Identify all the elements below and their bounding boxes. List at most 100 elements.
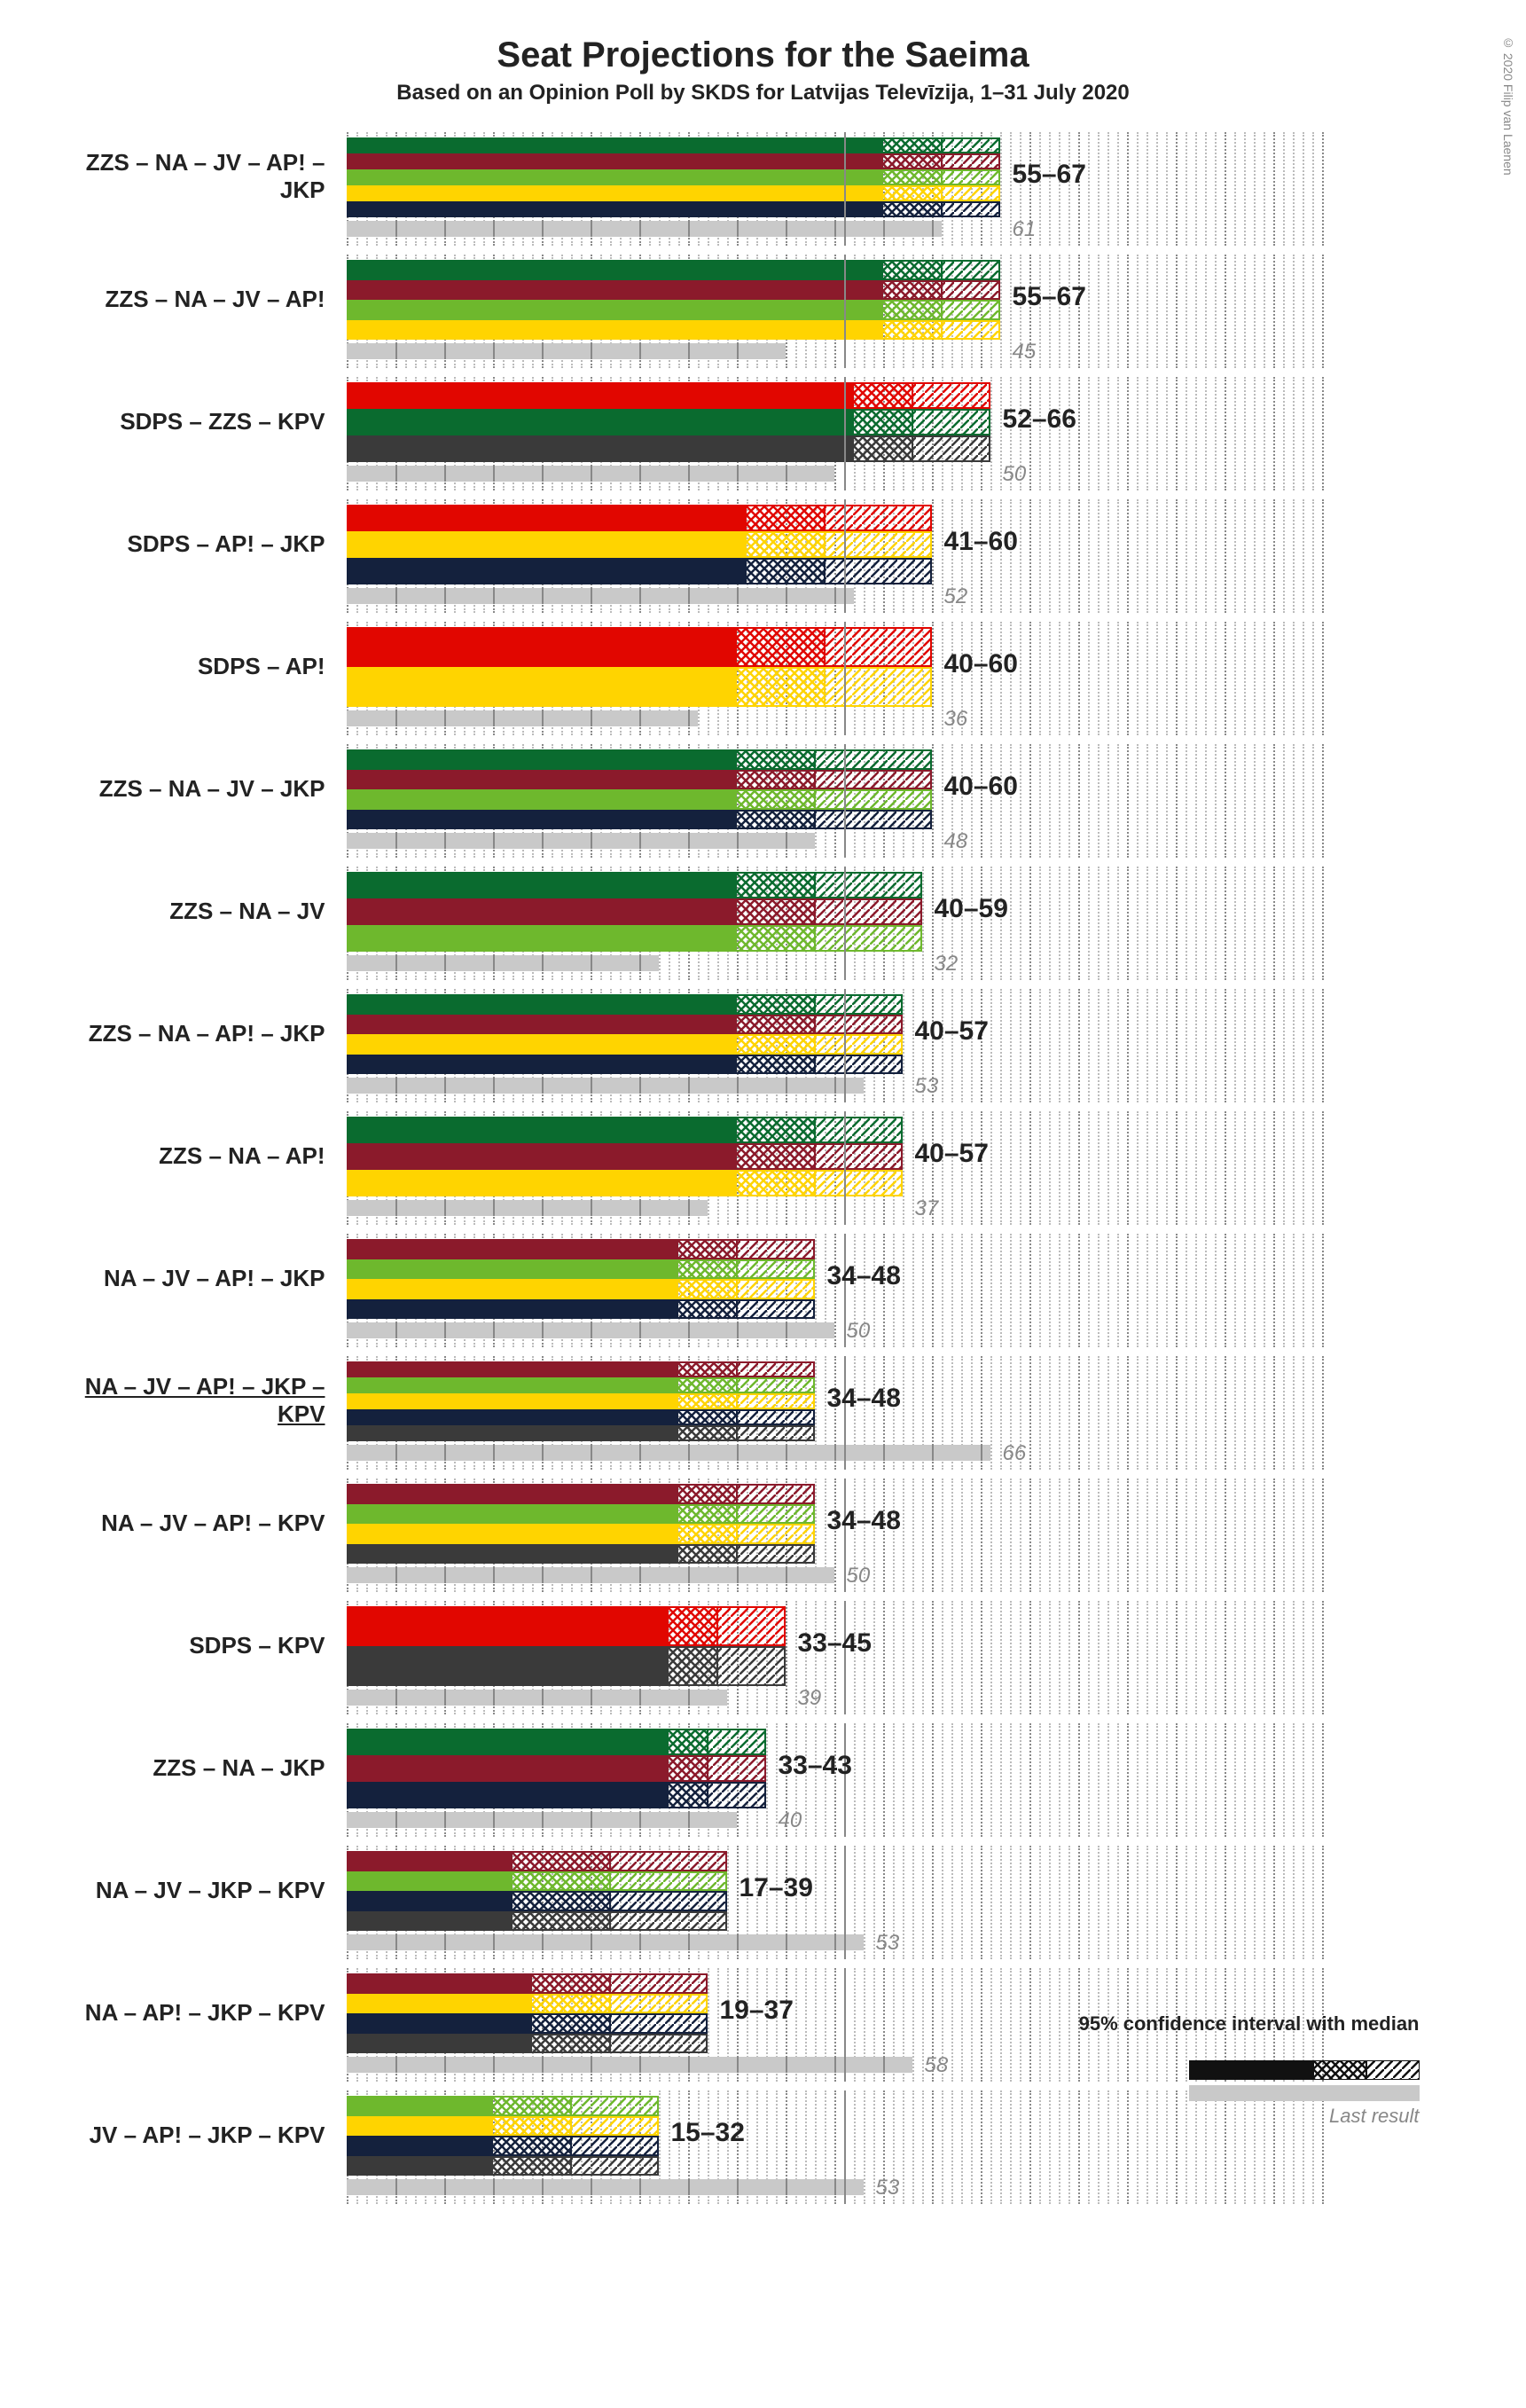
last-result-label: 50 bbox=[1003, 462, 1027, 487]
coalition-row: ZZS – NA – JV – AP! – JKP bbox=[54, 132, 1473, 246]
last-result-label: 45 bbox=[1013, 340, 1037, 365]
party-bar bbox=[347, 1544, 1322, 1565]
majority-line bbox=[844, 622, 846, 735]
last-result-label: 58 bbox=[925, 2053, 949, 2078]
last-result-bar bbox=[347, 1690, 727, 1706]
party-bar bbox=[347, 994, 1322, 1015]
range-label: 55–67 bbox=[1013, 282, 1190, 312]
party-bar bbox=[347, 1143, 1322, 1170]
range-label: 55–67 bbox=[1013, 160, 1190, 190]
range-label: 34–48 bbox=[827, 1261, 1005, 1291]
last-result-label: 53 bbox=[876, 2176, 900, 2200]
coalition-label: ZZS – NA – JV bbox=[54, 867, 338, 955]
last-result-bar bbox=[347, 833, 815, 849]
party-bar bbox=[347, 1034, 1322, 1055]
party-bar bbox=[347, 1484, 1322, 1504]
coalition-row: NA – JV – AP! – KPV bbox=[54, 1479, 1473, 1592]
range-label: 34–48 bbox=[827, 1384, 1005, 1414]
last-result-label: 32 bbox=[935, 952, 959, 977]
party-bar bbox=[347, 925, 1322, 952]
coalition-row: NA – JV – AP! – JKP bbox=[54, 1234, 1473, 1347]
party-bar bbox=[347, 872, 1322, 898]
last-result-label: 40 bbox=[779, 1808, 802, 1833]
party-bar bbox=[347, 558, 1322, 584]
coalition-label: SDPS – KPV bbox=[54, 1601, 338, 1690]
party-bar bbox=[347, 320, 1322, 341]
chart-subtitle: Based on an Opinion Poll by SKDS for Lat… bbox=[44, 81, 1482, 106]
coalition-row: SDPS – ZZS – KPV bbox=[54, 377, 1473, 490]
coalition-label: JV – AP! – JKP – KPV bbox=[54, 2090, 338, 2179]
last-result-label: 37 bbox=[915, 1196, 939, 1221]
party-bar bbox=[347, 1973, 1322, 1994]
party-bar bbox=[347, 435, 1322, 462]
legend-ci-bar bbox=[1189, 2060, 1420, 2080]
last-result-bar bbox=[347, 466, 834, 482]
party-bar bbox=[347, 1015, 1322, 1035]
party-bar bbox=[347, 810, 1322, 830]
last-result-bar bbox=[347, 1322, 834, 1338]
party-bar bbox=[347, 1117, 1322, 1143]
range-label: 41–60 bbox=[944, 527, 1122, 557]
coalition-label: ZZS – NA – AP! bbox=[54, 1111, 338, 1200]
majority-line bbox=[844, 255, 846, 368]
range-label: 33–45 bbox=[798, 1628, 975, 1659]
legend-last-bar bbox=[1189, 2085, 1420, 2101]
party-bar bbox=[347, 531, 1322, 558]
party-bar bbox=[347, 137, 1322, 153]
range-label: 17–39 bbox=[740, 1873, 917, 1903]
coalition-row: ZZS – NA – JKP bbox=[54, 1723, 1473, 1837]
coalition-row: SDPS – KPV bbox=[54, 1601, 1473, 1714]
coalition-row: NA – JV – AP! – JKP – KPV bbox=[54, 1356, 1473, 1470]
party-bar bbox=[347, 1055, 1322, 1075]
coalition-label: ZZS – NA – JV – JKP bbox=[54, 744, 338, 833]
last-result-label: 66 bbox=[1003, 1441, 1027, 1466]
coalition-row: JV – AP! – JKP – KPV bbox=[54, 2090, 1473, 2204]
last-result-label: 50 bbox=[847, 1319, 871, 1344]
party-bar bbox=[347, 1299, 1322, 1320]
party-bar bbox=[347, 260, 1322, 280]
coalition-label: ZZS – NA – JKP bbox=[54, 1723, 338, 1812]
coalition-chart: ZZS – NA – JV – AP! – JKP bbox=[54, 132, 1473, 2355]
party-bar bbox=[347, 749, 1322, 770]
coalition-label: ZZS – NA – AP! – JKP bbox=[54, 989, 338, 1078]
coalition-row: ZZS – NA – JV – JKP bbox=[54, 744, 1473, 858]
coalition-row: NA – JV – JKP – KPV bbox=[54, 1846, 1473, 1959]
coalition-row: ZZS – NA – AP! – JKP bbox=[54, 989, 1473, 1102]
majority-line bbox=[844, 867, 846, 980]
party-bar bbox=[347, 505, 1322, 531]
party-bar bbox=[347, 2034, 1322, 2054]
party-bar bbox=[347, 201, 1322, 217]
last-result-bar bbox=[347, 1812, 737, 1828]
last-result-bar bbox=[347, 2057, 912, 2073]
party-bar bbox=[347, 627, 1322, 667]
party-bar bbox=[347, 770, 1322, 790]
last-result-bar bbox=[347, 1567, 834, 1583]
majority-line bbox=[844, 1111, 846, 1225]
range-label: 40–60 bbox=[944, 649, 1122, 679]
party-bar bbox=[347, 1361, 1322, 1377]
party-bar bbox=[347, 1239, 1322, 1259]
party-bar bbox=[347, 2156, 1322, 2177]
party-bar bbox=[347, 2096, 1322, 2116]
party-bar bbox=[347, 667, 1322, 707]
party-bar bbox=[347, 1911, 1322, 1932]
range-label: 52–66 bbox=[1003, 404, 1180, 435]
range-label: 34–48 bbox=[827, 1506, 1005, 1536]
last-result-bar bbox=[347, 1445, 990, 1461]
last-result-bar bbox=[347, 955, 659, 971]
majority-line bbox=[844, 744, 846, 858]
coalition-label: NA – AP! – JKP – KPV bbox=[54, 1968, 338, 2057]
coalition-label: NA – JV – JKP – KPV bbox=[54, 1846, 338, 1934]
coalition-label: ZZS – NA – JV – AP! – JKP bbox=[54, 132, 338, 221]
last-result-label: 53 bbox=[915, 1074, 939, 1099]
last-result-label: 39 bbox=[798, 1686, 822, 1711]
last-result-label: 50 bbox=[847, 1564, 871, 1588]
coalition-row: ZZS – NA – JV bbox=[54, 867, 1473, 980]
coalition-row: SDPS – AP! – JKP bbox=[54, 499, 1473, 613]
range-label: 33–43 bbox=[779, 1751, 956, 1781]
coalition-label: SDPS – AP! – JKP bbox=[54, 499, 338, 588]
last-result-bar bbox=[347, 1200, 708, 1216]
last-result-bar bbox=[347, 710, 698, 726]
party-bar bbox=[347, 1851, 1322, 1871]
legend-last-label: Last result bbox=[1329, 2105, 1420, 2128]
